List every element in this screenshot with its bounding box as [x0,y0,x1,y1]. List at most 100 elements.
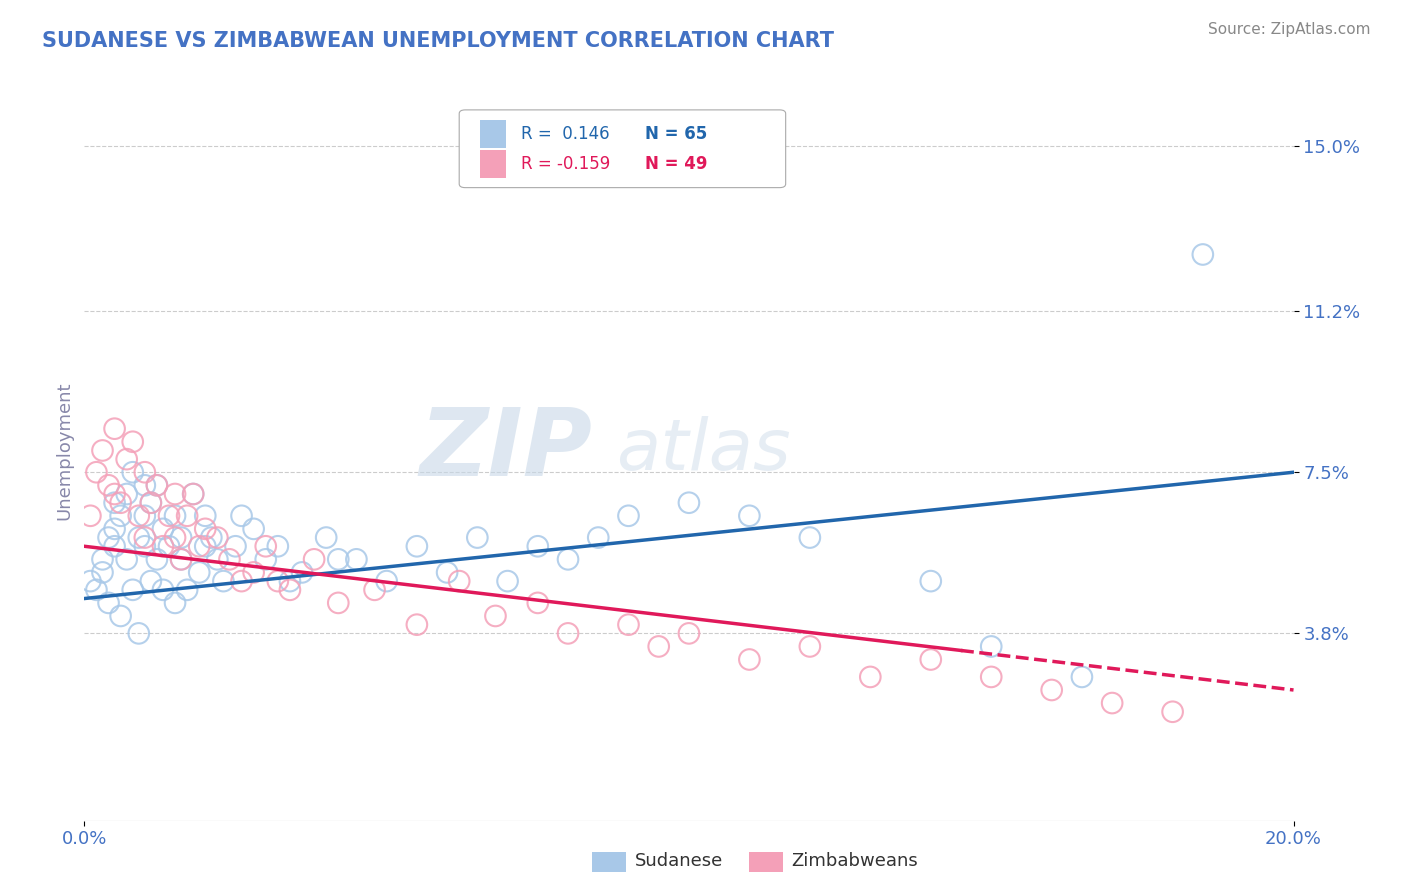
Point [231,508,253,523]
Point [104,487,127,501]
Point [1161,705,1184,719]
Point [242,522,264,536]
Point [165,531,187,545]
Point [97,478,120,492]
FancyBboxPatch shape [460,110,786,187]
Point [328,552,350,566]
Point [859,670,882,684]
Point [121,465,143,479]
Point [128,531,150,545]
Point [648,640,671,654]
Point [406,617,429,632]
Point [980,670,1002,684]
Point [363,582,385,597]
Point [110,496,132,510]
Point [176,582,198,597]
Point [799,531,821,545]
Bar [479,120,506,148]
Point [588,531,610,545]
Point [152,582,174,597]
Point [128,626,150,640]
Point [146,478,169,492]
Bar [749,852,783,872]
Point [375,574,398,588]
Point [200,531,222,545]
Point [139,574,162,588]
Text: Source: ZipAtlas.com: Source: ZipAtlas.com [1208,22,1371,37]
Point [79,574,101,588]
Point [436,566,458,580]
Point [152,522,174,536]
Point [291,566,314,580]
Point [181,487,204,501]
Point [617,508,640,523]
Text: Zimbabweans: Zimbabweans [792,853,918,871]
Point [678,496,700,510]
Point [115,552,138,566]
Point [920,574,942,588]
Text: N = 65: N = 65 [645,126,707,144]
Point [207,552,229,566]
Point [225,539,247,553]
Point [527,596,550,610]
Point [121,582,143,597]
Point [134,478,156,492]
Point [980,640,1002,654]
Point [91,552,114,566]
Point [128,508,150,523]
Point [194,539,217,553]
Point [738,652,761,666]
Point [254,539,277,553]
Point [527,539,550,553]
Point [157,539,180,553]
Bar [479,150,506,178]
Point [170,552,193,566]
Point [134,531,156,545]
Text: Sudanese: Sudanese [634,853,723,871]
Text: ZIP: ZIP [419,404,592,497]
Point [134,539,156,553]
Point [146,552,169,566]
Point [557,626,579,640]
Point [110,508,132,523]
Point [738,508,761,523]
Point [134,508,156,523]
Point [86,465,108,479]
Point [157,508,180,523]
Point [104,539,127,553]
Point [302,552,325,566]
Point [194,508,217,523]
Point [496,574,519,588]
Point [91,566,114,580]
Point [267,574,290,588]
Point [104,496,127,510]
Point [346,552,368,566]
Point [212,574,235,588]
Point [97,596,120,610]
Point [328,596,350,610]
Point [152,539,174,553]
Point [176,508,198,523]
Point [254,552,277,566]
Point [165,596,187,610]
Point [242,566,264,580]
Point [799,640,821,654]
Point [207,531,229,545]
Point [1040,683,1063,698]
Point [194,522,217,536]
Point [121,434,143,449]
Point [170,531,193,545]
Point [231,574,253,588]
Point [115,487,138,501]
Point [557,552,579,566]
Point [1071,670,1094,684]
Point [165,487,187,501]
Point [617,617,640,632]
Point [278,574,301,588]
Point [110,609,132,624]
Point [115,452,138,467]
Text: R = -0.159: R = -0.159 [520,155,610,173]
Point [97,531,120,545]
Point [134,465,156,479]
Point [267,539,290,553]
